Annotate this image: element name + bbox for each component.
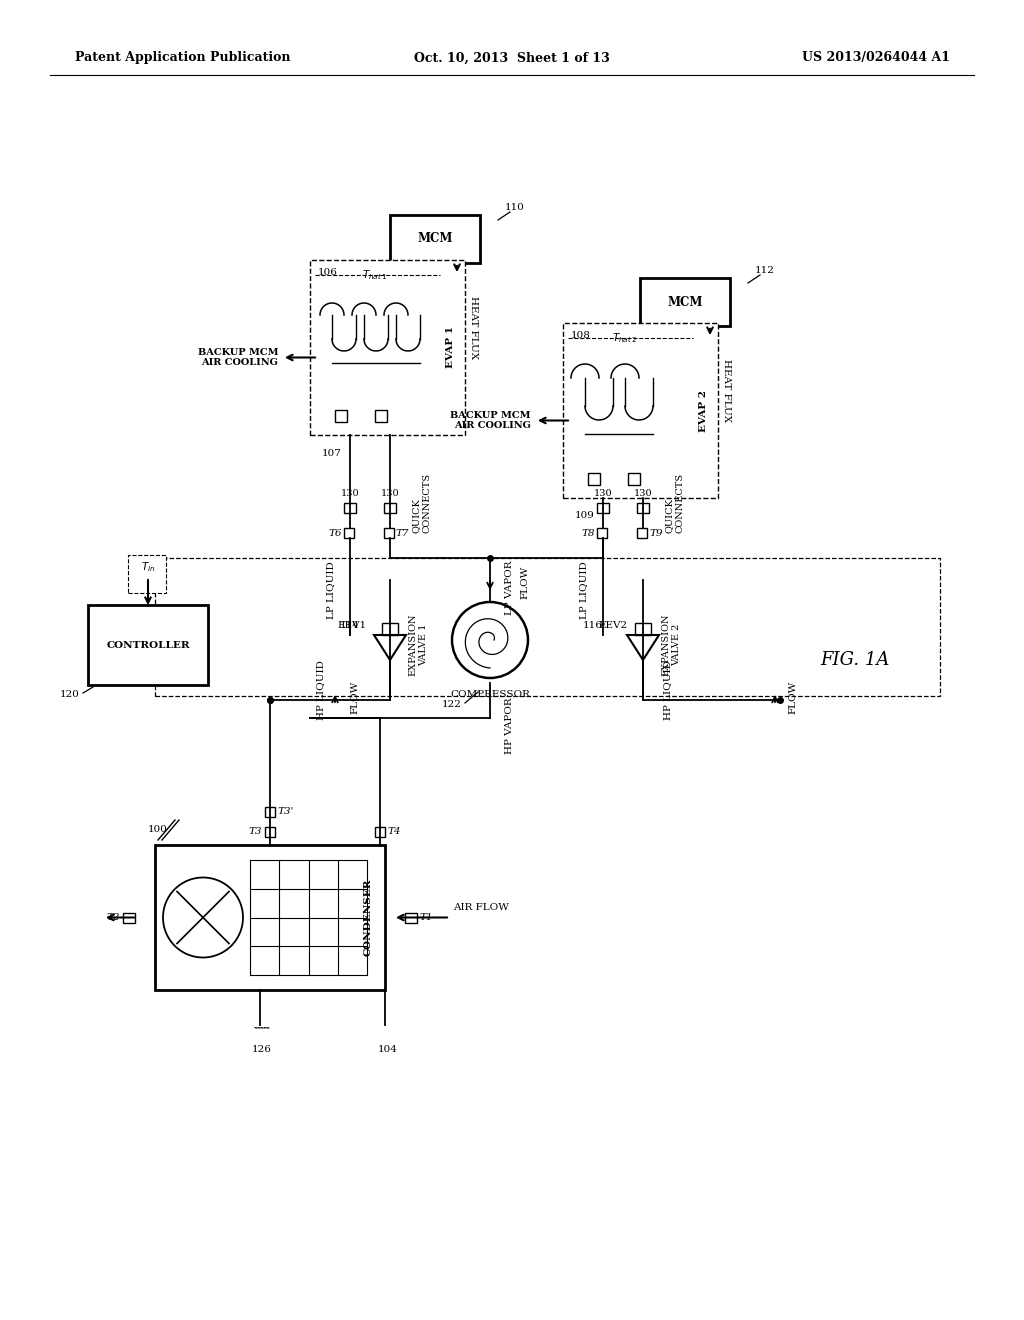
Bar	[310, 260, 465, 436]
Text: 100: 100	[148, 825, 168, 834]
Text: Oct. 10, 2013  Sheet 1 of 13: Oct. 10, 2013 Sheet 1 of 13	[414, 51, 610, 65]
Bar	[637, 503, 649, 513]
Text: MCM: MCM	[668, 296, 702, 309]
Text: AIR FLOW: AIR FLOW	[453, 903, 509, 912]
Text: T4: T4	[388, 828, 401, 837]
Text: HEAT FLUX: HEAT FLUX	[469, 296, 478, 359]
Bar	[384, 503, 396, 513]
Text: 122: 122	[442, 700, 462, 709]
Text: 112: 112	[755, 267, 775, 275]
Text: EVAP 2: EVAP 2	[699, 389, 708, 432]
Text: EXPANSION
VALVE 2: EXPANSION VALVE 2	[662, 614, 681, 676]
Text: 130: 130	[341, 488, 359, 498]
Text: EVAP 1: EVAP 1	[446, 326, 455, 368]
Text: 130: 130	[381, 488, 399, 498]
Text: Patent Application Publication: Patent Application Publication	[75, 51, 291, 65]
Text: T3: T3	[249, 828, 262, 837]
Text: LP VAPOR: LP VAPOR	[505, 561, 514, 615]
Text: BACKUP MCM
AIR COOLING: BACKUP MCM AIR COOLING	[198, 347, 278, 367]
Text: FIG. 1A: FIG. 1A	[820, 651, 890, 669]
Text: T6: T6	[329, 528, 342, 537]
Bar	[265, 828, 275, 837]
Text: 107: 107	[323, 449, 342, 458]
Bar	[344, 503, 356, 513]
Bar	[406, 912, 417, 923]
Bar	[588, 473, 600, 484]
Text: HP VAPOR: HP VAPOR	[505, 698, 514, 754]
Text: 109: 109	[575, 511, 595, 520]
Text: COMPRESSOR: COMPRESSOR	[451, 690, 530, 700]
Text: T2: T2	[106, 913, 120, 921]
Text: CONTROLLER: CONTROLLER	[106, 640, 189, 649]
Text: FLOW: FLOW	[788, 680, 797, 714]
Bar	[628, 473, 640, 484]
Text: LP LIQUID: LP LIQUID	[579, 561, 588, 619]
Text: EEV1: EEV1	[338, 620, 367, 630]
Bar	[390, 215, 480, 263]
Text: FLOW: FLOW	[350, 680, 359, 714]
Bar	[335, 411, 347, 422]
Bar	[128, 554, 166, 593]
Text: 116: 116	[583, 620, 603, 630]
Text: FLOW: FLOW	[520, 565, 529, 599]
Circle shape	[452, 602, 528, 678]
Text: 104: 104	[378, 1045, 398, 1053]
Bar	[344, 528, 354, 539]
Text: EEV2: EEV2	[598, 620, 628, 630]
Text: HEAT FLUX: HEAT FLUX	[722, 359, 731, 422]
Text: LP LIQUID: LP LIQUID	[326, 561, 335, 619]
Text: CONDENSER: CONDENSER	[364, 879, 373, 956]
Text: 130: 130	[634, 488, 652, 498]
Bar	[597, 528, 607, 539]
Bar	[563, 323, 718, 498]
Text: $T_{in}$: $T_{in}$	[140, 560, 156, 574]
Bar	[155, 558, 940, 696]
Text: T7: T7	[396, 528, 410, 537]
Bar	[597, 503, 609, 513]
Text: 108: 108	[571, 331, 591, 341]
Text: QUICK
CONNECTS: QUICK CONNECTS	[412, 473, 431, 533]
Text: 114: 114	[340, 620, 360, 630]
Text: MCM: MCM	[418, 232, 453, 246]
Text: HP LIQUID: HP LIQUID	[316, 660, 325, 719]
Bar	[640, 279, 730, 326]
Bar	[384, 528, 394, 539]
Text: 126: 126	[252, 1045, 272, 1053]
Text: US 2013/0264044 A1: US 2013/0264044 A1	[802, 51, 950, 65]
Text: 106: 106	[318, 268, 338, 277]
Circle shape	[163, 878, 243, 957]
Text: T9: T9	[649, 528, 663, 537]
Bar	[375, 828, 385, 837]
Text: EXPANSION
VALVE 1: EXPANSION VALVE 1	[409, 614, 428, 676]
Bar	[265, 807, 275, 817]
Text: BACKUP MCM
AIR COOLING: BACKUP MCM AIR COOLING	[451, 411, 531, 430]
Text: T1: T1	[419, 913, 432, 921]
Text: 120: 120	[60, 690, 80, 700]
Text: T3': T3'	[278, 808, 294, 817]
Text: $T_{hat\,1}$: $T_{hat\,1}$	[361, 268, 387, 281]
Bar	[155, 845, 385, 990]
Text: QUICK
CONNECTS: QUICK CONNECTS	[665, 473, 684, 533]
Bar	[635, 623, 651, 635]
Bar	[637, 528, 647, 539]
Text: 130: 130	[594, 488, 612, 498]
Text: HP LIQUID: HP LIQUID	[663, 660, 672, 719]
Bar	[123, 912, 135, 923]
Text: 110: 110	[505, 203, 525, 213]
Bar	[382, 623, 398, 635]
Bar	[88, 605, 208, 685]
Bar	[375, 411, 387, 422]
Text: $T_{hat\,2}$: $T_{hat\,2}$	[611, 331, 637, 345]
Text: T8: T8	[582, 528, 595, 537]
